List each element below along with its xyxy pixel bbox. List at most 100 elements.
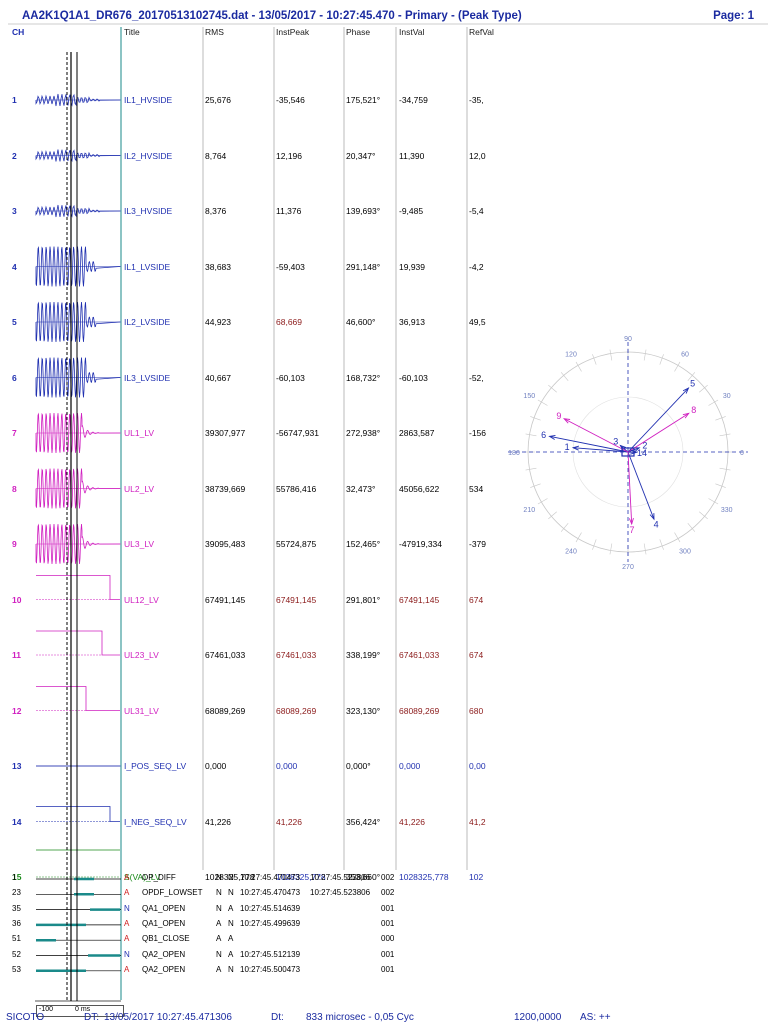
digital-time-1: 10:27:45.514639	[240, 904, 300, 913]
channel-instval: 67461,033	[399, 650, 439, 660]
digital-code: 001	[381, 965, 394, 974]
digital-state-1: A	[216, 965, 221, 974]
digital-number: 51	[12, 934, 21, 943]
channel-rms: 8,376	[205, 206, 226, 216]
digital-code: 002	[381, 888, 394, 897]
waveform-area[interactable]	[36, 94, 121, 971]
channel-number: 14	[12, 817, 21, 827]
time-cursors[interactable]	[67, 52, 77, 1001]
digital-number: 52	[12, 950, 21, 959]
digital-name: OPDF_LOWSET	[142, 888, 202, 897]
channel-refval: 674	[469, 650, 483, 660]
digital-state-2: A	[228, 934, 233, 943]
digital-time-1: 10:27:45.470473	[240, 873, 300, 882]
channel-instpeak: 68089,269	[276, 706, 316, 716]
polar-tick	[709, 499, 719, 505]
channel-instval: -34,759	[399, 95, 428, 105]
channel-title: UL3_LV	[124, 539, 154, 549]
digital-state-2: N	[228, 919, 234, 928]
channel-phase: 139,693°	[346, 206, 380, 216]
channel-rms: 67461,033	[205, 650, 245, 660]
phasor-vector	[573, 448, 628, 452]
digital-number: 53	[12, 965, 21, 974]
channel-instval: 45056,622	[399, 484, 439, 494]
channel-rms: 39307,977	[205, 428, 245, 438]
digital-time-1: 10:27:45.512139	[240, 950, 300, 959]
polar-tick	[715, 416, 725, 420]
channel-rms: 39095,483	[205, 539, 245, 549]
channel-phase: 20,347°	[346, 151, 375, 161]
channel-rms: 38739,669	[205, 484, 245, 494]
channel-refval: -156	[469, 428, 486, 438]
channel-instpeak: -60,103	[276, 373, 305, 383]
channel-instpeak: 0,000	[276, 761, 297, 771]
polar-angle-label: 270	[622, 564, 634, 571]
channel-instpeak: 55786,416	[276, 484, 316, 494]
digital-state-1: N	[216, 904, 222, 913]
digital-state-1: A	[216, 934, 221, 943]
channel-phase: 0,000°	[346, 761, 371, 771]
digital-time-2: 10:27:45.523806	[310, 873, 370, 882]
channel-title: IL3_HVSIDE	[124, 206, 172, 216]
digital-code: 001	[381, 950, 394, 959]
polar-tick	[530, 484, 540, 488]
channel-instpeak: 11,376	[276, 206, 301, 216]
polar-angle-label: 90	[624, 336, 632, 343]
digital-flag: N	[124, 904, 130, 913]
channel-phase: 32,473°	[346, 484, 375, 494]
channel-instval: 68089,269	[399, 706, 439, 716]
channel-phase: 272,938°	[346, 428, 380, 438]
channel-title: UL2_LV	[124, 484, 154, 494]
channel-number: 7	[12, 428, 17, 438]
channel-title: IL1_HVSIDE	[124, 95, 172, 105]
channel-phase: 175,521°	[346, 95, 380, 105]
channel-title: UL1_LV	[124, 428, 154, 438]
delta-value: 833 microsec - 0,05 Cyc	[306, 1012, 414, 1023]
delta-label: Dt:	[271, 1012, 284, 1023]
channel-instpeak: 55724,875	[276, 539, 316, 549]
channel-number: 8	[12, 484, 17, 494]
polar-tick	[576, 533, 582, 543]
channel-instpeak: 41,226	[276, 817, 302, 827]
channel-number: 12	[12, 706, 21, 716]
channel-instval: -9,485	[399, 206, 423, 216]
digital-name: QA1_OPEN	[142, 904, 185, 913]
channel-instval: -60,103	[399, 373, 428, 383]
digital-code: 001	[381, 919, 394, 928]
phasor-label: 8	[691, 405, 696, 415]
polar-tick	[576, 362, 582, 372]
digital-time-1: 10:27:45.499639	[240, 919, 300, 928]
channel-rms: 38,683	[205, 262, 231, 272]
channel-phase: 168,732°	[346, 373, 380, 383]
channel-refval: -4,2	[469, 262, 484, 272]
digital-name: QA1_OPEN	[142, 919, 185, 928]
dt-value: 13/05/2017 10:27:45.471306	[104, 1012, 232, 1023]
polar-tick	[610, 350, 612, 361]
channel-instval: 2863,587	[399, 428, 434, 438]
digital-state-2: N	[228, 888, 234, 897]
digital-time-1: 10:27:45.500473	[240, 965, 300, 974]
channel-rms: 44,923	[205, 317, 231, 327]
polar-tick	[538, 499, 548, 505]
polar-tick	[530, 416, 540, 420]
